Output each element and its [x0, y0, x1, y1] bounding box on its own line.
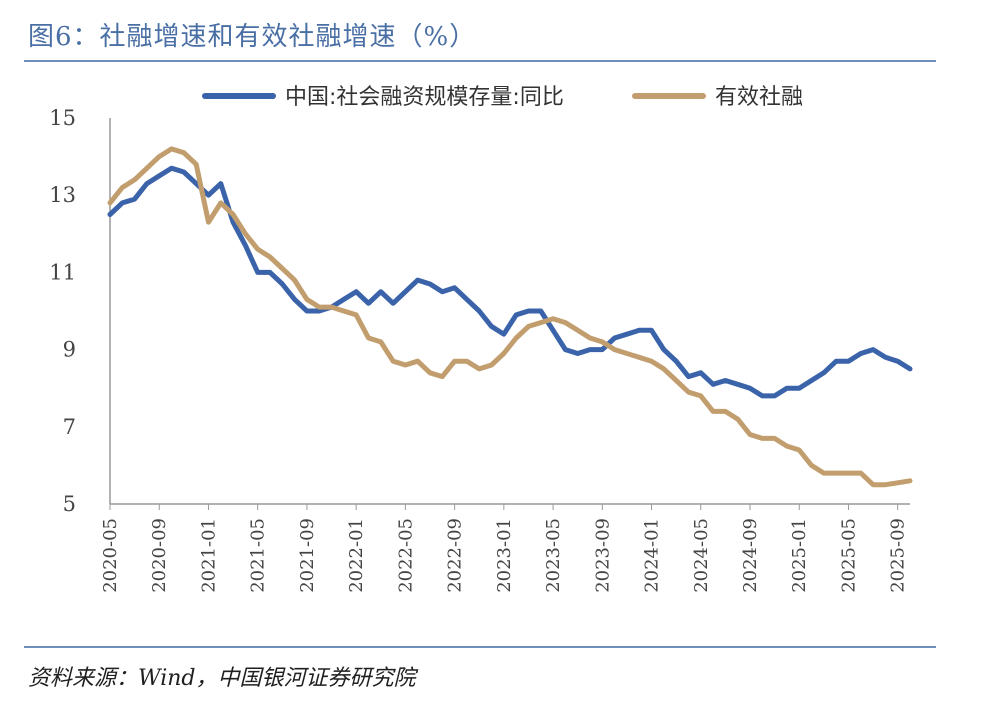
x-tick-label: 2021-01	[198, 518, 219, 593]
x-tick-label: 2023-05	[543, 518, 564, 593]
x-tick-label: 2024-01	[642, 518, 663, 593]
x-tick-label: 2025-05	[838, 518, 859, 593]
x-tick-label: 2022-01	[346, 518, 367, 593]
legend: 中国:社会融资规模存量:同比 有效社融	[202, 85, 803, 110]
y-tick-label: 9	[63, 338, 76, 362]
x-tick-label: 2021-09	[297, 518, 318, 593]
x-tick-label: 2020-05	[100, 518, 121, 593]
series-line-2	[107, 146, 913, 488]
top-divider	[24, 60, 936, 62]
x-tick-label: 2025-09	[888, 518, 909, 593]
y-tick-label: 11	[49, 260, 76, 284]
axes: 5 7 9 11 13 15 2020-05 2020-09 2021-01 2021-05 202…	[49, 106, 910, 593]
x-tick-label: 2022-09	[445, 518, 466, 593]
chart-title: 图6：社融增速和有效社融增速（%）	[28, 22, 477, 52]
x-tick-label: 2020-09	[149, 518, 170, 593]
x-tick-label: 2025-01	[789, 518, 810, 593]
legend-label-2: 有效社融	[715, 85, 803, 110]
legend-label-1: 中国:社会融资规模存量:同比	[285, 85, 564, 110]
x-tick-label: 2021-05	[248, 518, 269, 593]
y-tick-label: 7	[63, 415, 76, 439]
y-tick-label: 13	[49, 183, 76, 207]
series-line-1	[107, 165, 913, 399]
x-tick-label: 2022-05	[395, 518, 416, 593]
bottom-divider	[24, 646, 936, 648]
source-note: 资料来源：Wind，中国银河证券研究院	[28, 666, 416, 691]
y-tick-label: 15	[49, 106, 76, 130]
x-tick-label: 2023-09	[592, 518, 613, 593]
x-tick-label: 2024-05	[691, 518, 712, 593]
x-tick-label: 2024-09	[740, 518, 761, 593]
series-group	[107, 146, 913, 488]
y-tick-label: 5	[63, 492, 76, 516]
x-tick-label: 2023-01	[494, 518, 515, 593]
